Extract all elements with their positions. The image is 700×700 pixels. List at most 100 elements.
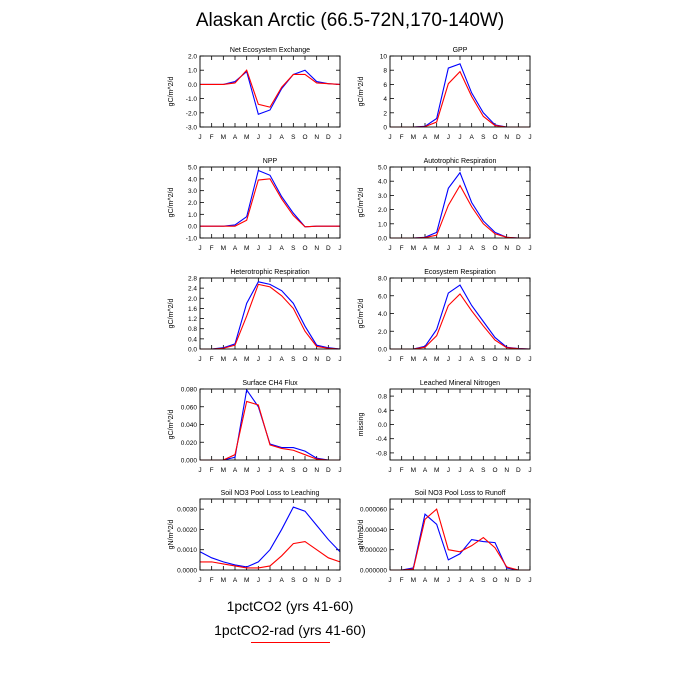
- panel-ecosystem-respiration: Ecosystem Respiration gC/m^2/d 0.0 2.0 4.0 6.…: [358, 269, 532, 363]
- panel-title: Soil NO3 Pool Loss to Leaching: [221, 490, 320, 497]
- x-tick-label: S: [291, 356, 296, 363]
- x-tick-label: S: [481, 134, 486, 141]
- x-tick-label: S: [291, 245, 296, 252]
- x-tick-label: S: [481, 467, 486, 474]
- plot-frame: [199, 388, 341, 461]
- series-line-1pctco2: [390, 513, 530, 571]
- x-tick-label: A: [469, 134, 474, 141]
- y-axis-label: missing: [358, 413, 365, 437]
- y-tick-label: 2.0: [188, 296, 197, 303]
- x-tick-label: A: [469, 577, 474, 584]
- x-tick-label: A: [423, 134, 428, 141]
- x-tick-label: F: [400, 134, 404, 141]
- x-tick-label: D: [516, 245, 521, 252]
- x-tick-label: D: [326, 134, 331, 141]
- x-tick-label: J: [338, 467, 341, 474]
- panel-soil-no3-pool-loss-to-runoff: Soil NO3 Pool Loss to Runoff gN/m^2/d 0.00…: [358, 490, 532, 584]
- x-tick-label: J: [257, 467, 260, 474]
- series-line-1pctco2-rad: [390, 70, 530, 128]
- panel-leached-mineral-nitrogen: Leached Mineral Nitrogen missing 0.8 0.4 0.0…: [358, 380, 532, 474]
- x-tick-label: A: [423, 356, 428, 363]
- y-tick-label: 4.0: [378, 179, 387, 186]
- x-tick-label: J: [447, 245, 450, 252]
- y-tick-label: 2: [383, 110, 387, 117]
- y-tick-label: 0.040: [181, 422, 198, 429]
- x-tick-label: S: [291, 467, 296, 474]
- y-tick-label: 0.000: [181, 458, 198, 465]
- x-tick-label: A: [233, 245, 238, 252]
- x-tick-label: J: [447, 467, 450, 474]
- panel-title: Net Ecosystem Exchange: [230, 47, 310, 54]
- x-tick-label: S: [481, 245, 486, 252]
- y-tick-label: 8.0: [378, 276, 387, 283]
- x-tick-label: M: [221, 134, 226, 141]
- x-tick-label: M: [244, 467, 249, 474]
- x-tick-label: F: [400, 356, 404, 363]
- series-line-1pctco2: [390, 63, 530, 128]
- y-tick-label: 0.0: [188, 224, 197, 231]
- legend-line-red: [251, 642, 330, 643]
- x-tick-label: O: [492, 245, 497, 252]
- y-tick-label: 6.0: [378, 293, 387, 300]
- x-tick-label: D: [516, 577, 521, 584]
- x-tick-label: F: [210, 134, 214, 141]
- y-axis-label: gN/m^2/d: [168, 520, 175, 550]
- y-tick-label: -0.8: [376, 450, 388, 457]
- legend-entry-1pctco2: 1pctCO2 (yrs 41-60): [226, 598, 354, 614]
- y-tick-label: -0.4: [376, 436, 388, 443]
- y-tick-label: 0.0030: [177, 507, 197, 514]
- series-line-1pctco2-rad: [200, 178, 340, 228]
- x-tick-label: M: [244, 134, 249, 141]
- x-tick-label: N: [504, 245, 509, 252]
- plot-frame: [389, 277, 531, 350]
- x-tick-label: J: [388, 356, 391, 363]
- x-tick-label: N: [504, 467, 509, 474]
- y-axis-label: gN/m^2/d: [358, 520, 365, 550]
- x-tick-label: F: [400, 467, 404, 474]
- y-tick-label: 2.0: [378, 207, 387, 214]
- x-tick-label: N: [314, 356, 319, 363]
- y-tick-label: 1.2: [188, 316, 197, 323]
- x-tick-label: J: [528, 577, 531, 584]
- y-tick-label: 0.0: [188, 82, 197, 89]
- x-tick-label: M: [221, 467, 226, 474]
- x-tick-label: J: [388, 467, 391, 474]
- x-tick-label: J: [338, 245, 341, 252]
- x-tick-label: O: [302, 577, 307, 584]
- x-tick-label: A: [469, 245, 474, 252]
- series-line-1pctco2: [200, 388, 340, 461]
- y-tick-label: 8: [383, 68, 387, 75]
- y-tick-label: 2.8: [188, 276, 197, 283]
- y-tick-label: 0.000060: [360, 507, 387, 514]
- x-tick-label: J: [447, 577, 450, 584]
- x-tick-label: O: [492, 577, 497, 584]
- x-tick-label: N: [314, 467, 319, 474]
- y-tick-label: 0.0020: [177, 527, 197, 534]
- series-line-1pctco2-rad: [200, 69, 341, 108]
- x-tick-label: J: [528, 134, 531, 141]
- x-tick-label: J: [257, 134, 260, 141]
- x-tick-label: A: [233, 134, 238, 141]
- y-tick-label: 3.0: [378, 193, 387, 200]
- x-tick-label: J: [338, 356, 341, 363]
- x-tick-label: D: [326, 577, 331, 584]
- x-tick-label: A: [279, 577, 284, 584]
- x-tick-label: D: [326, 245, 331, 252]
- plot-frame: [199, 166, 341, 239]
- panel-title: Soil NO3 Pool Loss to Runoff: [415, 490, 506, 497]
- x-tick-label: N: [504, 356, 509, 363]
- x-tick-label: J: [257, 356, 260, 363]
- x-tick-label: A: [279, 356, 284, 363]
- x-tick-label: F: [210, 577, 214, 584]
- series-line-1pctco2: [200, 281, 341, 350]
- x-tick-label: M: [244, 577, 249, 584]
- y-tick-label: 4: [383, 96, 387, 103]
- series-line-1pctco2-rad: [390, 184, 530, 239]
- panel-title: Leached Mineral Nitrogen: [420, 380, 500, 387]
- plot-frame: [389, 55, 531, 128]
- x-tick-label: M: [411, 356, 416, 363]
- series-line-1pctco2-rad: [200, 400, 340, 461]
- x-tick-label: M: [434, 134, 439, 141]
